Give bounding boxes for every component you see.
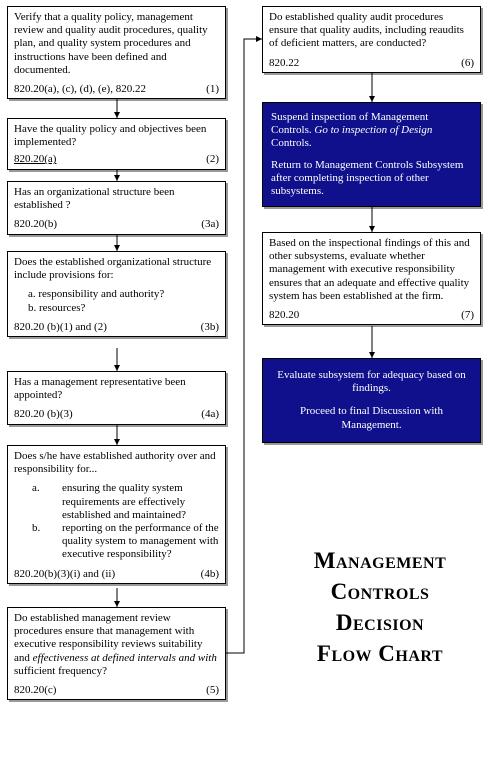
title-line1: Management	[280, 545, 480, 576]
node-2-text: Have the quality policy and objectives b…	[14, 123, 219, 149]
node-1: Verify that a quality policy, management…	[7, 6, 226, 99]
node-6: Do established quality audit procedures …	[262, 6, 481, 73]
node-2-num: (2)	[206, 153, 219, 166]
node-5-text: Do established management review procedu…	[14, 612, 219, 678]
node-4b-a-lbl: a.	[32, 482, 62, 522]
title-line3: Decision	[280, 607, 480, 638]
node-4a-text: Has a management representative been app…	[14, 376, 219, 402]
node-6-text: Do established quality audit procedures …	[269, 11, 474, 51]
node-3a-ref: 820.20(b)	[14, 218, 57, 231]
node-1-num: (1)	[206, 83, 219, 96]
node-5-num: (5)	[206, 684, 219, 697]
navy1-line2: Controls. Go to inspection of Design	[271, 124, 472, 137]
node-3b-main: Does the established organizational stru…	[14, 256, 219, 282]
node-6-ref: 820.22	[269, 57, 299, 70]
node-1-text: Verify that a quality policy, management…	[14, 11, 219, 77]
node-navy-1: Suspend inspection of Management Control…	[262, 102, 481, 207]
node-4b-b-lbl: b.	[32, 522, 62, 562]
navy1-line4: Return to Management Controls Subsystem …	[271, 159, 472, 199]
node-3b: Does the established organizational stru…	[7, 251, 226, 337]
node-3b-ref: 820.20 (b)(1) and (2)	[14, 321, 107, 334]
node-2: Have the quality policy and objectives b…	[7, 118, 226, 170]
node-4b: Does s/he have established authority ove…	[7, 445, 226, 584]
navy1-line3: Controls.	[271, 137, 472, 150]
node-5-ref: 820.20(c)	[14, 684, 56, 697]
node-3b-item-a: a. responsibility and authority?	[14, 288, 219, 301]
node-7-ref: 820.20	[269, 309, 299, 322]
node-3a-text: Has an organizational structure been est…	[14, 186, 219, 212]
node-7-text: Based on the inspectional findings of th…	[269, 237, 474, 303]
node-3b-item-b: b. resources?	[14, 302, 219, 315]
navy2-line1: Evaluate subsystem for adequacy based on…	[271, 369, 472, 395]
node-4a: Has a management representative been app…	[7, 371, 226, 425]
node-7-num: (7)	[461, 309, 474, 322]
navy2-line2: Proceed to final Discussion with Managem…	[271, 405, 472, 431]
node-1-ref: 820.20(a), (c), (d), (e), 820.22	[14, 83, 146, 96]
node-4a-ref: 820.20 (b)(3)	[14, 408, 73, 421]
node-5: Do established management review procedu…	[7, 607, 226, 700]
node-4b-main: Does s/he have established authority ove…	[14, 450, 219, 476]
node-4b-item-a: ensuring the quality system requirements…	[62, 482, 219, 522]
node-7: Based on the inspectional findings of th…	[262, 232, 481, 325]
node-3b-num: (3b)	[201, 321, 219, 334]
node-4b-ref: 820.20(b)(3)(i) and (ii)	[14, 568, 115, 581]
node-4b-item-b: reporting on the performance of the qual…	[62, 522, 219, 562]
node-navy-2: Evaluate subsystem for adequacy based on…	[262, 358, 481, 443]
title-line2: Controls	[280, 576, 480, 607]
node-2-ref: 820.20(a)	[14, 153, 56, 166]
node-4a-num: (4a)	[201, 408, 219, 421]
node-6-num: (6)	[461, 57, 474, 70]
node-3a-num: (3a)	[201, 218, 219, 231]
node-3a: Has an organizational structure been est…	[7, 181, 226, 235]
chart-title: Management Controls Decision Flow Chart	[280, 545, 480, 669]
node-4b-num: (4b)	[201, 568, 219, 581]
navy1-line1: Suspend inspection of Management	[271, 111, 472, 124]
title-line4: Flow Chart	[280, 638, 480, 669]
